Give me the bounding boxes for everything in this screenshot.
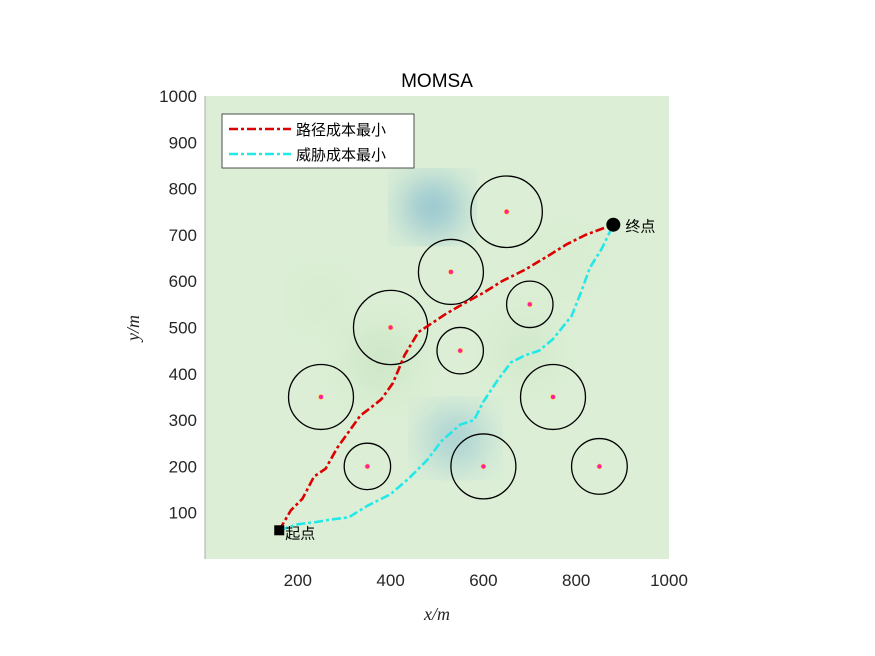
legend-label-threat-min: 威胁成本最小 [296,146,386,164]
heat-spot [410,187,455,227]
y-tick-label: 400 [169,365,197,384]
legend-label-path-min: 路径成本最小 [296,121,386,139]
threat-circle [570,437,628,495]
threat-heatmap [301,187,592,460]
threat-center-point [526,301,533,308]
threat-circle [436,326,485,375]
series-lines [278,223,615,532]
legend: 路径成本最小 威胁成本最小 [221,113,415,169]
start-label: 起点 [285,524,315,542]
x-tick-label: 800 [562,571,590,590]
threat-center-point [596,463,603,470]
y-axis-label: y/m [123,315,143,343]
threat-center-point [448,269,454,275]
y-tick-label: 1000 [159,87,197,106]
y-tick-label: 800 [169,180,197,199]
heat-spot [301,277,341,322]
threat-center-point [550,394,556,400]
threat-center-point [457,347,464,354]
threat-circle [343,442,392,491]
axes: 200 400 600 800 1000 100 200 300 400 500 600 700 800… [159,87,688,590]
threat-circle [505,280,554,329]
chart-title: MOMSA [401,71,473,92]
y-tick-label: 600 [169,272,197,291]
heat-spot [350,326,412,394]
x-tick-label: 600 [469,571,497,590]
y-tick-label: 500 [169,319,197,338]
y-tick-label: 100 [169,504,197,523]
threat-circle [470,175,543,249]
threat-center-point [480,463,487,470]
y-tick-label: 200 [169,457,197,476]
threat-center-point [318,394,324,400]
start-marker [274,525,285,536]
threat-circle [417,238,485,306]
end-label: 终点 [625,218,655,236]
start-end-markers: 起点 终点 [274,217,655,542]
y-tick-label: 700 [169,226,197,245]
threat-circle [519,363,587,431]
threat-center-point [387,324,394,331]
end-marker [606,217,621,232]
x-tick-label: 400 [376,571,404,590]
heat-spot [431,417,480,460]
threat-center-point [364,463,371,470]
heat-spot [500,320,551,382]
threat-circle [287,363,355,431]
y-tick-label: 900 [169,133,197,152]
legend-box [221,113,415,169]
threat-circle [450,433,517,500]
plot-background [205,96,669,559]
x-tick-label: 200 [284,571,312,590]
x-axis-label: x/m [423,604,450,624]
plot-area: 起点 终点 [205,96,669,559]
y-tick-label: 300 [169,411,197,430]
x-tick-label: 1000 [650,571,688,590]
series-line-path-min [278,223,614,531]
threat-center-point [503,208,510,215]
heat-spot [541,235,592,281]
